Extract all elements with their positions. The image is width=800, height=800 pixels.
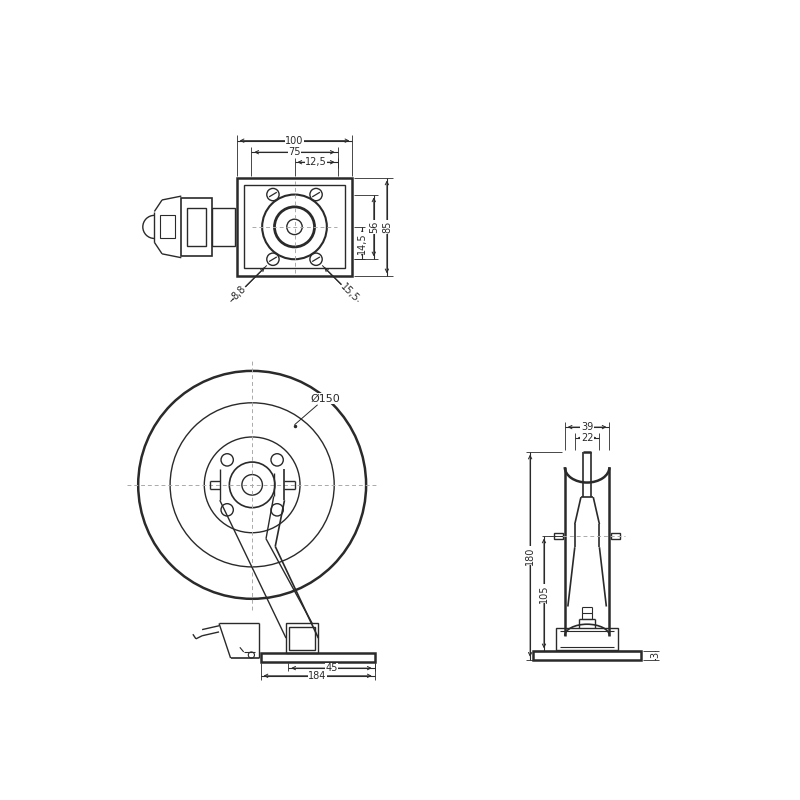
Text: 14,5: 14,5	[358, 232, 367, 254]
Text: 39: 39	[581, 422, 594, 432]
Bar	[289, 627, 315, 650]
Bar	[611, 533, 620, 538]
Text: 180: 180	[525, 546, 535, 565]
Bar	[534, 651, 641, 660]
Text: 15,5: 15,5	[338, 282, 361, 304]
Text: 12,5: 12,5	[305, 158, 327, 167]
Text: 105: 105	[539, 584, 549, 602]
Bar	[237, 178, 352, 276]
Text: 100: 100	[286, 136, 304, 146]
Text: 22: 22	[581, 433, 594, 443]
Bar	[286, 623, 318, 653]
Bar	[160, 215, 175, 238]
Bar	[554, 533, 563, 538]
Text: 3: 3	[650, 652, 660, 658]
Text: 75: 75	[288, 147, 301, 158]
Bar	[245, 186, 345, 269]
Text: 85: 85	[382, 221, 392, 233]
Text: Ø150: Ø150	[310, 394, 340, 404]
Text: 8,8: 8,8	[230, 284, 249, 302]
Bar	[186, 208, 206, 246]
Bar	[212, 208, 235, 246]
Text: 184: 184	[309, 671, 326, 681]
Bar	[182, 198, 212, 256]
Bar	[556, 628, 618, 650]
Bar	[261, 653, 374, 662]
Bar	[582, 613, 592, 619]
Text: 56: 56	[369, 221, 379, 233]
Text: 45: 45	[326, 663, 338, 673]
